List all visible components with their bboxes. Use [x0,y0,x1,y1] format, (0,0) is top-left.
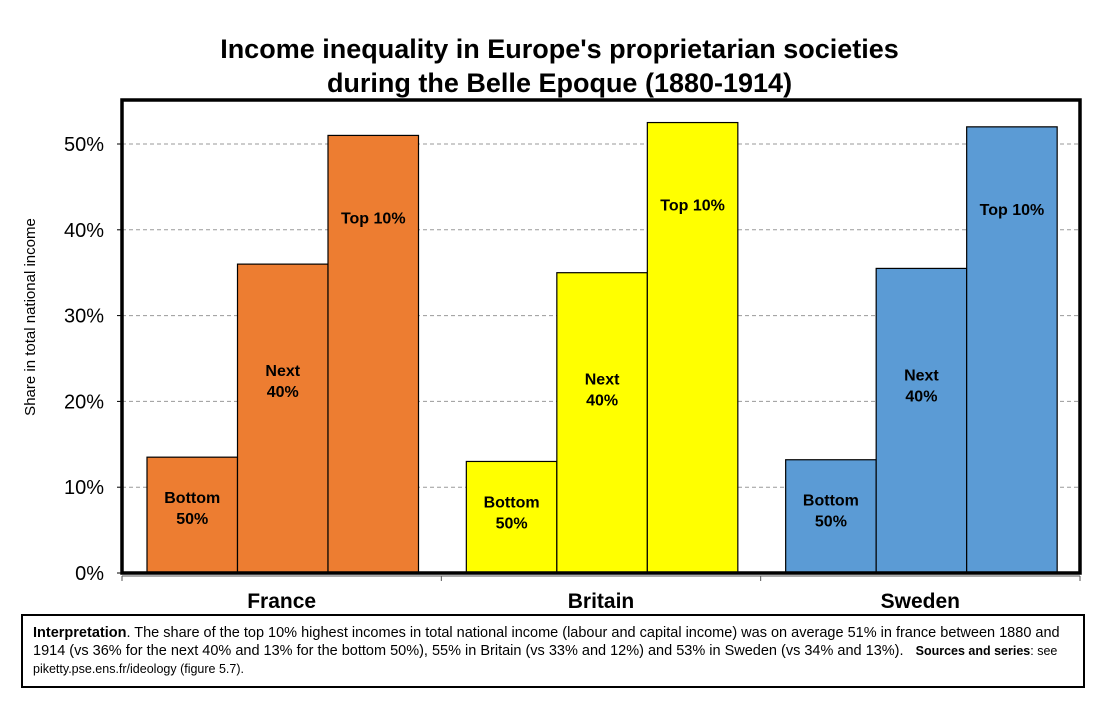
bar-label: 40% [905,388,937,405]
category-label: Britain [568,590,635,612]
bar [327,134,420,574]
y-tick-label: 0% [75,563,104,585]
y-axis-label: Share in total national income [22,218,39,416]
category-label: France [247,590,316,612]
sources-text: : see piketty.pse.ens.fr/ideology (figur… [33,644,1058,676]
bar [646,121,739,574]
bar-label: Top 10% [660,198,725,215]
bar-label: 50% [496,515,528,532]
bar [785,459,877,574]
bar-label: 40% [586,393,618,410]
bar-label: Bottom [484,494,540,511]
bar-label: Bottom [803,493,859,510]
bar [875,267,968,574]
y-tick-label: 30% [64,306,104,328]
y-tick-label: 40% [64,220,104,242]
chart-title-line2: during the Belle Epoque (1880-1914) [326,68,793,98]
chart-title-line1: Income inequality in Europe's proprietar… [220,34,899,64]
y-tick-label: 10% [64,477,104,499]
bar [465,460,558,574]
bar-label: 50% [176,511,208,528]
bar-label: Top 10% [980,202,1045,219]
y-tick-label: 20% [64,391,104,413]
y-tick-label: 50% [64,134,104,156]
interpretation-note: Interpretation. The share of the top 10%… [21,614,1085,688]
bar [966,126,1058,574]
category-label: Sweden [881,590,960,612]
bar-label: Bottom [164,490,220,507]
bar-label: Top 10% [341,210,406,227]
bar [556,272,648,574]
bar-chart: Bottom 50% Next 40% Top 10% France Bottom 50% Ne… [22,98,1082,612]
plot-frame [120,98,1082,575]
bar [236,263,329,574]
bar-label: 40% [267,384,299,401]
bar-label: Next [585,372,620,389]
bar-label: 50% [815,514,847,531]
sources-label: Sources and series [915,644,1031,658]
bar-label: Next [904,367,939,384]
interpretation-label: Interpretation [33,625,127,641]
bar-label: Next [265,363,300,380]
interpretation-text: . The share of the top 10% highest incom… [33,625,1060,659]
